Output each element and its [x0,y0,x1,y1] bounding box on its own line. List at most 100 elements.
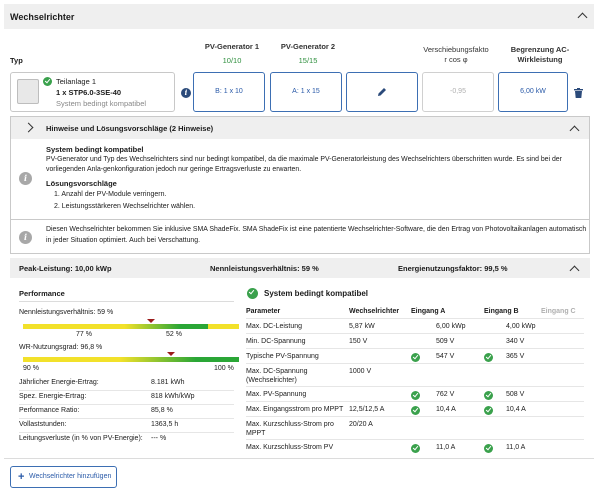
compat-input-b-value: 508 V [506,391,525,398]
performance-row: Performance Ratio: 85,8 % [19,405,234,419]
performance-row: Jährlicher Energie-Ertrag: 8.181 kWh [19,377,234,391]
add-inverter-button[interactable]: + Wechselrichter hinzufügen [10,466,117,488]
compat-row: Max. Eingangsstrom pro MPPT 12,5/12,5 A 10… [246,403,584,417]
wr-gauge [23,352,239,362]
performance-row-label: Vollaststunden: [19,421,67,428]
wr-marker [167,352,175,356]
compat-title: System bedingt kompatibel [264,289,369,298]
nlv-tick-left: 77 % [76,331,92,338]
pv2-value: 15/15 [298,56,318,65]
ac-limit-field[interactable]: 6,00 kW [498,72,568,112]
compat-inverter-value: 5,87 kW [349,323,375,330]
check-icon [247,288,258,299]
check-icon [484,406,493,415]
compat-param: Min. DC-Spannung [246,338,306,345]
input-a-button[interactable]: A: 1 x 15 [270,72,342,112]
check-icon [411,353,420,362]
compat-col-header: Eingang B [484,308,519,315]
inverter-section-header [4,4,594,29]
check-icon [484,353,493,362]
compat-param: Max. Kurzschluss-Strom PV [246,444,334,451]
performance-row-value: 8.181 kWh [151,379,185,386]
nlv-marker [147,319,155,323]
divider [19,301,234,302]
inverter-subsystem: Teilanlage 1 [56,77,97,86]
section-title: Wechselrichter [10,12,75,22]
compat-col-header: Wechselrichter [349,308,400,315]
compat-param-line2: (Wechselrichter) [246,377,297,384]
compat-input-a-value: 10,4 A [436,406,456,413]
hint-2-text-2: in jeder Situation optimiert. Auch bei V… [46,237,200,244]
col-limit-l1: Begrenzung AC- [510,45,570,54]
performance-row-value: --- % [151,435,167,442]
compat-param: Max. DC-Spannung [246,368,308,375]
nlv-tick-right: 52 % [166,331,182,338]
compat-input-a-value: 11,0 A [436,444,456,451]
performance-row-label: Performance Ratio: [19,407,80,414]
hint-1-text-2: vorliegenden Anla-genkonfiguration jedoc… [46,166,302,173]
col-pv2: PV-Generator 2 [280,42,336,51]
cosphi-field[interactable]: -0,95 [422,72,494,112]
hints-panel [10,116,590,254]
wr-tick-left: 90 % [23,365,39,372]
compat-input-a-value: 547 V [436,353,455,360]
check-icon [43,77,52,86]
hint-2-text: Diesen Wechselrichter bekommen Sie inklu… [46,226,587,233]
info-icon: i [19,172,32,185]
hint-1-solutions-title: Lösungsvorschläge [46,179,117,188]
compat-param: Max. Kurzschluss-Strom pro [246,421,334,428]
performance-row-value: 85,8 % [151,407,173,414]
summary-bar [10,258,590,278]
performance-row-value: 818 kWh/kWp [151,393,195,400]
hint-1-solution-2: 2. Leistungsstärkeren Wechselrichter wäh… [54,203,196,210]
performance-row-label: Leitungsverluste (in % von PV-Energie): [19,435,143,442]
performance-row-value: 1363,5 h [151,421,179,428]
edit-button[interactable] [346,72,418,112]
compat-row: Min. DC-Spannung 150 V 509 V 340 V [246,335,584,349]
performance-row-label: Spez. Energie-Ertrag: [19,393,87,400]
hint-1-solution-1: 1. Anzahl der PV-Module verringern. [54,191,167,198]
inverter-model: 1 x STP6.0-3SE-40 [56,88,122,97]
check-icon [411,444,420,453]
compat-row: Max. DC-Leistung 5,87 kW 6,00 kWp 4,00 kWp [246,320,584,334]
compat-param-line2: MPPT [246,430,266,437]
divider [4,458,594,459]
col-limit-l2: Wirkleistung [517,55,563,64]
compat-inverter-value: 12,5/12,5 A [349,406,385,413]
power-ratio: Nennleistungsverhältnis: 59 % [210,264,319,273]
compat-param: Max. DC-Leistung [246,323,303,330]
trash-icon[interactable] [574,88,583,98]
compat-input-a-value: 6,00 kWp [436,323,466,330]
compat-row: Max. Kurzschluss-Strom PV 11,0 A 11,0 A [246,441,584,455]
performance-row-label: Jährlicher Energie-Ertrag: [19,379,99,386]
hint-1-text: PV-Generator und Typ des Wechselrichters… [46,156,562,163]
performance-row: Leitungsverluste (in % von PV-Energie): -… [19,433,234,447]
compat-row: Max. PV-Spannung 762 V 508 V [246,388,584,402]
check-icon [411,391,420,400]
peak-power: Peak-Leistung: 10,00 kWp [19,264,112,273]
pencil-icon [378,88,386,96]
energy-factor: Energienutzungsfaktor: 99,5 % [398,264,508,273]
compat-input-a-value: 762 V [436,391,455,398]
compat-input-b-value: 340 V [506,338,525,345]
info-icon[interactable]: i [181,88,191,98]
nlv-gauge [23,319,239,329]
input-b-button[interactable]: B: 1 x 10 [193,72,265,112]
add-inverter-label: Wechselrichter hinzufügen [29,473,112,480]
col-pv1: PV-Generator 1 [204,42,260,51]
pv1-value: 10/10 [222,56,242,65]
compat-input-b-value: 4,00 kWp [506,323,536,330]
compat-input-b-value: 11,0 A [506,444,526,451]
compat-input-b-value: 365 V [506,353,525,360]
wr-label: WR-Nutzungsgrad: 96,8 % [19,344,103,351]
inverter-status: System bedingt kompatibel [56,99,147,108]
nlv-label: Nennleistungsverhältnis: 59 % [19,309,114,316]
compat-input-b-value: 10,4 A [506,406,526,413]
compat-row: Typische PV-Spannung 547 V 365 V [246,350,584,364]
check-icon [484,444,493,453]
compat-row: Max. Kurzschluss-Strom pro MPPT 20/20 A [246,418,584,440]
col-cosphi-l2: r cos φ [444,55,468,64]
compat-param: Max. PV-Spannung [246,391,307,398]
compat-inverter-value: 1000 V [349,368,372,375]
performance-row: Spez. Energie-Ertrag: 818 kWh/kWp [19,391,234,405]
